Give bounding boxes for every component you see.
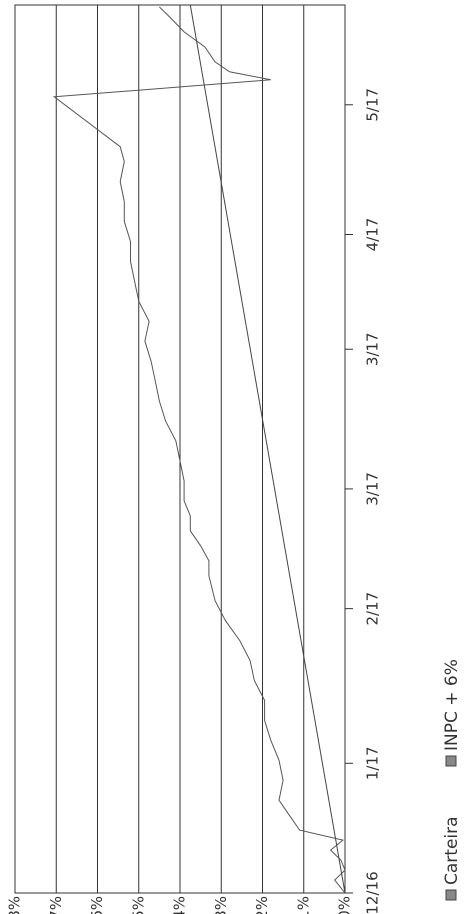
legend-swatch (445, 889, 457, 901)
y-tick-label: 8% (6, 896, 24, 914)
x-tick-label: 4/17 (364, 218, 382, 252)
y-tick-label: 5% (129, 896, 147, 914)
series-line (52, 6, 346, 894)
x-tick-label: 3/17 (364, 472, 382, 506)
legend-swatch (445, 755, 457, 767)
y-tick-label: 7% (47, 896, 65, 914)
x-tick-label: 5/17 (364, 88, 382, 122)
x-tick-label: 2/17 (364, 592, 382, 626)
y-tick-label: 1% (294, 896, 312, 914)
rotated-chart: 0% 1% 2% 3% 4% 5% 6% 7% 8% 12/16 1/17 2/17 3/17 3/17 4… (6, 4, 462, 914)
legend-label: Carteira (442, 816, 462, 885)
y-tick-label: 6% (88, 896, 106, 914)
y-tick-label: 0% (336, 896, 354, 914)
y-tick-label: 3% (212, 896, 230, 914)
x-tick-label: 3/17 (364, 332, 382, 366)
x-tick-label: 12/16 (364, 871, 382, 914)
y-tick-label: 2% (253, 896, 271, 914)
y-tick-label: 4% (171, 896, 189, 914)
legend-label: INPC + 6% (442, 659, 462, 751)
series-line (189, 4, 346, 894)
x-tick-label: 1/17 (364, 746, 382, 780)
